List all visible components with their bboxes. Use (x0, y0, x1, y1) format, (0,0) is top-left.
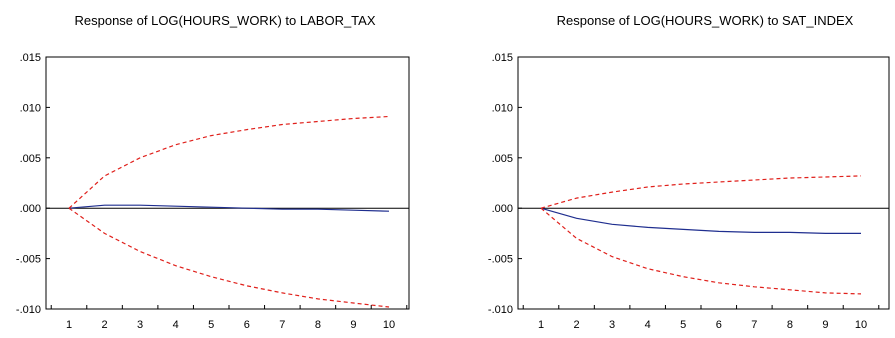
panel-labor-tax: Response of LOG(HOURS_WORK) to LABOR_TAX… (16, 13, 410, 331)
y-tick-label: .010 (20, 102, 41, 114)
x-tick-label: 7 (279, 319, 285, 331)
y-tick-label: -.010 (16, 304, 41, 316)
x-tick-label: 2 (573, 319, 579, 331)
y-tick-label: .015 (492, 52, 513, 64)
x-tick-label: 9 (350, 319, 356, 331)
panel-sat-index: Response of LOG(HOURS_WORK) to SAT_INDEX… (488, 13, 890, 331)
y-tick-label: -.005 (488, 254, 513, 266)
x-tick-label: 4 (173, 319, 179, 331)
x-tick-label: 1 (66, 319, 72, 331)
y-tick-label: .005 (492, 153, 513, 165)
upper-band-line (540, 175, 862, 209)
response-line (68, 204, 390, 212)
x-tick-label: 7 (751, 319, 757, 331)
x-tick-label: 10 (855, 319, 867, 331)
y-tick-label: -.010 (488, 304, 513, 316)
x-tick-label: 5 (680, 319, 686, 331)
upper-band-line (68, 115, 390, 209)
x-tick-label: 2 (101, 319, 107, 331)
lower-band-line (68, 207, 390, 308)
chart-title: Response of LOG(HOURS_WORK) to SAT_INDEX (557, 13, 854, 28)
response-line (540, 207, 861, 234)
x-tick-label: 3 (609, 319, 615, 331)
x-tick-label: 9 (822, 319, 828, 331)
lower-band-line (540, 207, 862, 295)
x-tick-label: 5 (208, 319, 214, 331)
x-tick-label: 8 (787, 319, 793, 331)
x-tick-label: 4 (645, 319, 651, 331)
plot-frame (517, 56, 890, 310)
y-tick-label: .005 (20, 153, 41, 165)
x-tick-label: 1 (538, 319, 544, 331)
y-tick-label: .015 (20, 52, 41, 64)
x-tick-label: 8 (315, 319, 321, 331)
x-tick-label: 6 (716, 319, 722, 331)
chart-title: Response of LOG(HOURS_WORK) to LABOR_TAX (74, 13, 375, 28)
y-tick-label: -.005 (16, 254, 41, 266)
x-tick-label: 6 (244, 319, 250, 331)
y-tick-label: .000 (492, 203, 513, 215)
y-tick-label: .000 (20, 203, 41, 215)
x-tick-label: 3 (137, 319, 143, 331)
x-tick-label: 10 (383, 319, 395, 331)
plot-frame (45, 56, 410, 310)
y-tick-label: .010 (492, 102, 513, 114)
